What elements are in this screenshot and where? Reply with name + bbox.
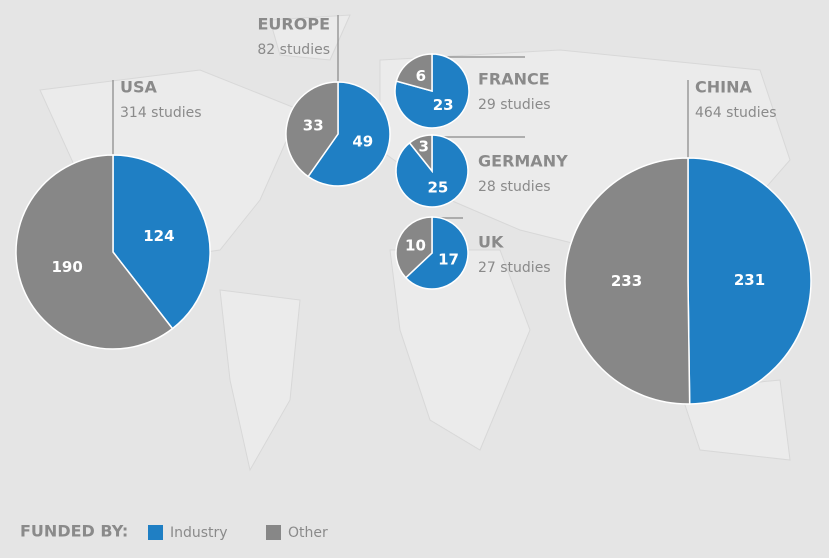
pie-subtitle: 27 studies: [478, 260, 551, 276]
legend-label: Industry: [170, 525, 228, 541]
pie-slice: [404, 216, 469, 290]
value-label: 49: [352, 132, 373, 150]
pie-title: CHINA: [695, 78, 752, 97]
pie-subtitle: 29 studies: [478, 97, 551, 113]
pie-slice: [395, 53, 433, 92]
pie-title: EUROPE: [258, 15, 331, 34]
pie-title: UK: [478, 233, 504, 252]
pie-subtitle: 464 studies: [695, 105, 777, 121]
pie-slice: [394, 53, 470, 129]
pie-title: USA: [120, 78, 158, 97]
legend-swatch: [148, 525, 163, 540]
pie-slice: [15, 154, 174, 350]
legend-title: FUNDED BY:: [20, 522, 128, 541]
value-label: 3: [418, 138, 428, 156]
pie-subtitle: 314 studies: [120, 105, 202, 121]
value-label: 23: [433, 96, 454, 114]
value-label: 231: [734, 271, 765, 289]
pie-title: GERMANY: [478, 152, 568, 171]
pie-slice: [285, 81, 339, 178]
pie-slice: [687, 157, 812, 405]
value-label: 25: [428, 178, 449, 196]
pie-subtitle: 82 studies: [257, 42, 330, 58]
value-label: 10: [405, 236, 426, 254]
value-label: 190: [51, 258, 82, 276]
legend-swatch: [266, 525, 281, 540]
pie-slice: [408, 134, 433, 174]
value-label: 33: [303, 117, 324, 135]
value-label: 233: [611, 272, 642, 290]
pie-slice: [112, 154, 211, 330]
legend-label: Other: [288, 525, 328, 541]
pie-slice: [307, 81, 391, 187]
pie-slice: [564, 157, 691, 405]
pie-subtitle: 28 studies: [478, 179, 551, 195]
pie-slice: [395, 216, 433, 279]
pie-title: FRANCE: [478, 70, 550, 89]
value-label: 124: [143, 227, 174, 245]
value-label: 17: [438, 251, 459, 269]
value-label: 6: [416, 67, 426, 85]
